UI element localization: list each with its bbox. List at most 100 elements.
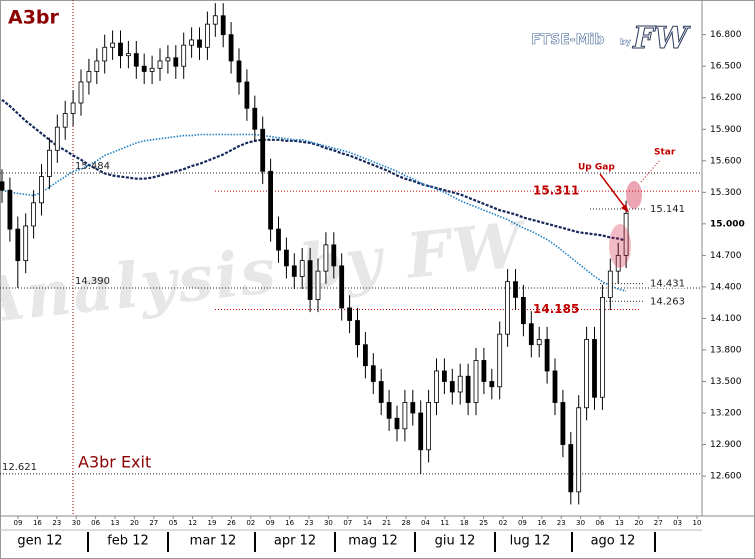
candle-body — [268, 170, 274, 230]
x-tick-label: 23 — [52, 519, 61, 527]
candle-body — [536, 339, 542, 346]
y-tick-label: 16.800 — [710, 30, 742, 40]
candle-body — [118, 42, 123, 57]
star-annotation: Star — [654, 148, 676, 158]
candle-body — [615, 254, 621, 272]
candle-body — [418, 412, 424, 451]
star-pointer — [640, 159, 661, 183]
x-tick-label: 13 — [615, 519, 624, 527]
candle-body — [457, 375, 463, 393]
y-tick-label: 15.900 — [710, 125, 742, 135]
candle-body — [339, 265, 345, 309]
candle-body — [260, 128, 266, 172]
candle-body — [141, 65, 147, 72]
x-tick-label: 23 — [557, 519, 566, 527]
candle-body — [102, 46, 108, 62]
candle-body — [576, 407, 582, 493]
candle-body — [165, 57, 171, 62]
candle-body — [283, 249, 289, 267]
candle-body — [410, 402, 416, 414]
logo-by: by — [620, 38, 632, 47]
candle-body — [7, 189, 13, 230]
candle-body — [513, 281, 518, 298]
x-tick-label: 06 — [91, 519, 100, 527]
month-label: ago 12 — [591, 534, 636, 549]
month-label: mar 12 — [190, 534, 237, 549]
x-tick-label: 03 — [673, 519, 682, 527]
candle-body — [544, 339, 550, 372]
level-label: 14.263 — [650, 296, 685, 307]
x-tick-label: 16 — [33, 519, 42, 527]
x-tick-label: 20 — [634, 519, 643, 527]
y-tick-label: 16.500 — [710, 62, 742, 72]
candle-body — [331, 244, 337, 267]
candle-body — [133, 53, 139, 67]
up-gap-annotation: Up Gap — [578, 163, 615, 173]
candle-body — [521, 297, 526, 325]
x-tick-label: 18 — [460, 519, 469, 527]
y-tick-label: 14.400 — [710, 282, 742, 292]
candle-body — [370, 365, 376, 382]
candle-body — [623, 212, 629, 256]
arrow-head — [621, 204, 629, 213]
candle-body — [378, 381, 384, 403]
candle-body — [31, 202, 37, 227]
y-tick-label: 15.300 — [710, 188, 742, 198]
month-label: apr 12 — [274, 534, 316, 549]
x-tick-label: 14 — [363, 519, 372, 527]
level-label: 15.141 — [650, 204, 685, 215]
candle-body — [473, 360, 479, 403]
star-highlight — [626, 181, 642, 209]
y-tick-label: 13.200 — [710, 409, 742, 419]
candle-body — [291, 265, 297, 277]
candle-body — [212, 15, 218, 25]
candle-body — [244, 81, 250, 109]
level-label: 14.431 — [650, 279, 685, 290]
logo-mark: FW — [632, 21, 691, 56]
logo-text: FTSE-Mib — [531, 32, 604, 48]
y-tick-label: 12.600 — [710, 472, 742, 482]
moving-average — [1, 133, 627, 292]
candle-body — [197, 39, 202, 48]
x-tick-label: 13 — [111, 519, 120, 527]
x-tick-label: 27 — [149, 519, 158, 527]
exit-annotation: A3br Exit — [78, 453, 151, 472]
x-tick-label: 02 — [499, 519, 508, 527]
candle-body — [70, 102, 76, 114]
y-tick-label: 14.700 — [710, 251, 742, 261]
candle-body — [315, 270, 321, 300]
level-label: 12.621 — [2, 462, 37, 473]
y-tick-label: 14.100 — [710, 314, 742, 324]
x-tick-label: 27 — [654, 519, 663, 527]
candle-body — [39, 176, 44, 204]
candle-body — [94, 60, 100, 72]
y-tick-label: 15.600 — [710, 156, 742, 166]
x-tick-label: 10 — [693, 519, 702, 527]
x-tick-label: 09 — [266, 519, 275, 527]
x-tick-label: 21 — [382, 519, 391, 527]
candle-body — [236, 60, 242, 83]
y-tick-label: 13.800 — [710, 345, 742, 355]
candle-body — [78, 81, 84, 104]
y-tick-label: 12.900 — [710, 440, 742, 450]
candle-body — [568, 444, 574, 493]
candle-body — [0, 181, 5, 191]
candle-body — [276, 228, 281, 251]
x-tick-label: 09 — [518, 519, 527, 527]
up-gap-arrow — [599, 173, 628, 211]
candle-body — [552, 370, 558, 403]
x-tick-label: 12 — [188, 519, 197, 527]
x-tick-label: 19 — [208, 519, 217, 527]
candle-body — [86, 71, 92, 83]
month-label: feb 12 — [107, 534, 149, 549]
month-label: giu 12 — [435, 534, 476, 549]
y-tick-label: 13.500 — [710, 377, 742, 387]
candle-body — [465, 375, 471, 403]
candle-body — [584, 339, 589, 409]
candle-body — [607, 270, 613, 298]
candle-body — [497, 333, 503, 388]
candle-body — [181, 44, 187, 67]
candle-body — [126, 53, 131, 57]
